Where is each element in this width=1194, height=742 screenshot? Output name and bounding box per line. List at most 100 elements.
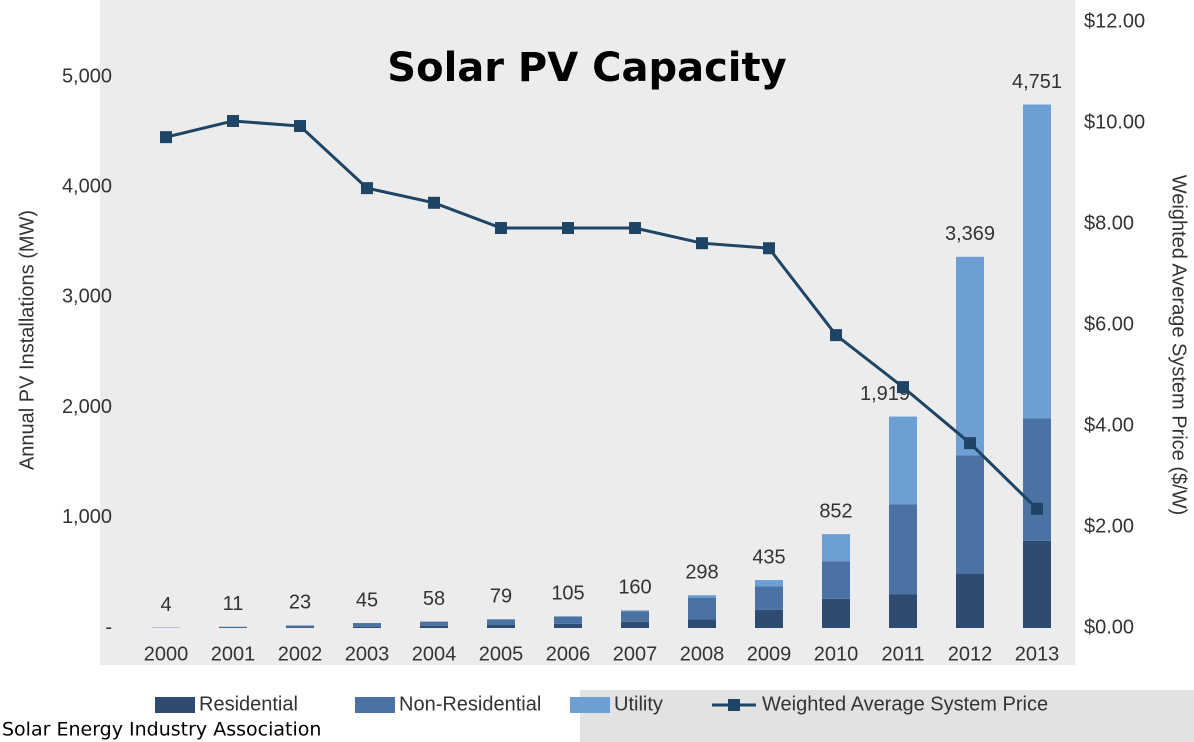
bar-segment (353, 626, 381, 628)
bar-segment (286, 625, 314, 628)
plot-area (100, 0, 1075, 665)
price-marker (964, 437, 976, 450)
y-axis-label: Annual PV Installations (MW) (16, 210, 38, 470)
legend-label: Weighted Average System Price (762, 693, 1048, 715)
x-tick-label: 2012 (948, 643, 993, 665)
x-tick-label: 2007 (613, 643, 658, 665)
y2-tick-label: $10.00 (1084, 111, 1145, 133)
bar-segment (1023, 540, 1051, 628)
total-label: 3,369 (945, 223, 995, 245)
chart-title: Solar PV Capacity (387, 45, 786, 91)
total-label: 45 (356, 589, 378, 611)
legend-marker (728, 699, 740, 711)
y2-axis-label: Weighted Average System Price ($/W) (1168, 175, 1190, 516)
bar-segment (889, 416, 917, 505)
source: Solar Energy Industry Association (2, 719, 321, 741)
total-label: 852 (819, 500, 852, 522)
x-tick-label: 2011 (881, 643, 924, 665)
bar-segment (487, 619, 515, 626)
bar-segment (822, 561, 850, 599)
price-line (165, 119, 1039, 510)
bar-segment (353, 623, 381, 627)
y-tick-label: 1,000 (62, 506, 112, 528)
bar-segment (822, 598, 850, 628)
total-label: 58 (423, 588, 445, 610)
price-marker (629, 222, 641, 235)
x-tick-label: 2005 (479, 643, 524, 665)
y2-tick-label: $12.00 (1084, 10, 1145, 32)
bar-segment (755, 580, 783, 587)
bar-segment (956, 256, 984, 456)
bar-segment (621, 621, 649, 628)
bar-segment (286, 627, 314, 628)
legend-swatch (155, 697, 195, 713)
bar-segment (1023, 104, 1051, 419)
price-marker (763, 242, 775, 255)
legend-label: Utility (614, 693, 663, 715)
price-marker (830, 329, 842, 342)
x-tick-label: 2010 (814, 643, 859, 665)
bar-segment (219, 626, 247, 628)
x-tick-label: 2000 (144, 643, 189, 665)
legend-label: Non-Residential (399, 693, 541, 715)
x-tick-label: 2003 (345, 643, 390, 665)
total-label: 4 (160, 594, 171, 616)
bar-segment (621, 611, 649, 622)
total-label: 11 (223, 593, 244, 615)
legend-swatch (570, 697, 610, 713)
total-label: 435 (752, 546, 785, 568)
price-marker (495, 222, 507, 235)
legend-band (580, 690, 1194, 742)
price-marker (160, 131, 172, 144)
price-marker (227, 114, 239, 127)
total-label: 79 (490, 586, 512, 608)
legend-swatch (355, 697, 395, 713)
bar-segment (889, 504, 917, 595)
price-marker (897, 381, 909, 394)
total-label: 23 (289, 592, 311, 614)
y-tick-label: 3,000 (62, 286, 112, 308)
bar-segment (822, 534, 850, 562)
bar-segment (621, 610, 649, 612)
legend-label: Residential (199, 693, 298, 715)
total-label: 160 (618, 577, 651, 599)
y-tick-label: 5,000 (62, 65, 112, 87)
y2-tick-label: $0.00 (1084, 616, 1134, 638)
bar-segment (889, 594, 917, 628)
bar-segment (755, 586, 783, 610)
price-marker (562, 222, 574, 235)
bar-segment (420, 621, 448, 626)
y-tick-label: 4,000 (62, 176, 112, 198)
price-marker (361, 182, 373, 195)
y2-tick-label: $8.00 (1084, 212, 1134, 234)
bar-segment (956, 455, 984, 574)
price-marker (696, 237, 708, 250)
x-tick-label: 2006 (546, 643, 591, 665)
bar-segment (688, 597, 716, 620)
y-tick-label: - (105, 616, 112, 638)
total-label: 105 (551, 583, 584, 605)
bar-segment (487, 625, 515, 628)
y2-tick-label: $6.00 (1084, 313, 1134, 335)
price-marker (294, 120, 306, 133)
bar-segment (1023, 418, 1051, 541)
bar-segment (688, 595, 716, 598)
y-tick-label: 2,000 (62, 396, 112, 418)
y2-tick-label: $2.00 (1084, 515, 1134, 537)
bar-segment (755, 609, 783, 628)
price-marker (428, 196, 440, 209)
price-marker (1031, 502, 1043, 515)
x-tick-label: 2013 (1015, 643, 1060, 665)
bar-segment (554, 623, 582, 628)
bar-segment (688, 619, 716, 628)
x-tick-label: 2002 (278, 643, 323, 665)
x-tick-label: 2009 (747, 643, 792, 665)
x-tick-label: 2004 (412, 643, 457, 665)
total-label: 298 (685, 561, 718, 583)
total-label: 4,751 (1012, 71, 1062, 93)
bar-segment (956, 573, 984, 628)
x-tick-label: 2001 (211, 643, 256, 665)
bar-segment (554, 616, 582, 624)
y2-tick-label: $4.00 (1084, 414, 1134, 436)
